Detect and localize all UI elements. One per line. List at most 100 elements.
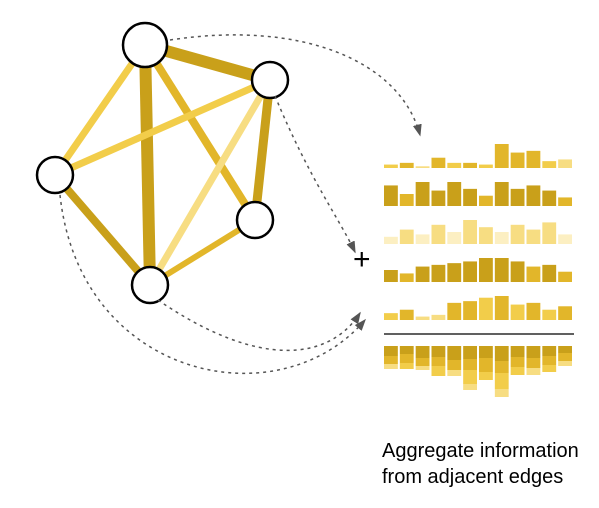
- histogram-bar: [416, 317, 430, 320]
- stacked-segment: [527, 368, 541, 375]
- graph-edge: [55, 175, 150, 285]
- histogram-bar: [558, 272, 572, 282]
- stacked-segment: [542, 365, 556, 372]
- histogram-bar: [542, 191, 556, 206]
- graph-node: [252, 62, 288, 98]
- histogram-bar: [558, 306, 572, 320]
- histogram-bar: [527, 151, 541, 168]
- histogram-bar: [463, 163, 477, 168]
- flow-arrow: [60, 195, 365, 373]
- histogram-bar: [527, 185, 541, 206]
- stacked-segment: [447, 370, 461, 376]
- histogram-bar: [495, 232, 509, 244]
- graph-node: [132, 267, 168, 303]
- stacked-segment: [384, 364, 398, 369]
- stacked-sum: [384, 346, 572, 397]
- stacked-segment: [495, 346, 509, 361]
- histogram-bar: [463, 261, 477, 282]
- stacked-segment: [511, 346, 525, 357]
- histogram-bar: [400, 194, 414, 206]
- caption-line-1: Aggregate information: [382, 440, 579, 462]
- histogram-bar: [495, 258, 509, 282]
- histogram-bar: [384, 165, 398, 168]
- histogram-bar: [542, 265, 556, 282]
- histogram-bar: [400, 163, 414, 168]
- flow-arrow: [275, 96, 355, 252]
- histogram-bar: [416, 166, 430, 168]
- histogram-bar: [447, 163, 461, 168]
- histogram-bar: [479, 258, 493, 282]
- histogram-bar: [495, 296, 509, 320]
- stacked-segment: [416, 366, 430, 370]
- stacked-segment: [463, 370, 477, 384]
- histogram-bar: [558, 159, 572, 168]
- stacked-segment: [495, 361, 509, 373]
- histogram-bar: [511, 261, 525, 282]
- graph-node: [237, 202, 273, 238]
- stacked-segment: [558, 361, 572, 366]
- histogram-bar: [400, 230, 414, 244]
- histogram-bar: [463, 301, 477, 320]
- histogram-bar: [511, 225, 525, 244]
- histogram-bar: [416, 267, 430, 282]
- histogram-bar: [463, 189, 477, 206]
- stacked-segment: [479, 346, 493, 358]
- histogram-bar: [542, 222, 556, 244]
- stacked-segment: [527, 358, 541, 368]
- histogram-bar: [479, 298, 493, 320]
- stacked-segment: [511, 357, 525, 367]
- histogram-bar: [447, 232, 461, 244]
- histogram-bar: [479, 196, 493, 206]
- histogram-bar: [527, 230, 541, 244]
- stacked-segment: [558, 346, 572, 353]
- caption-line-2: from adjacent edges: [382, 466, 563, 488]
- histogram-rows: [384, 144, 572, 320]
- stacked-segment: [416, 346, 430, 358]
- histogram-bar: [384, 313, 398, 320]
- stacked-segment: [400, 363, 414, 369]
- stacked-segment: [416, 358, 430, 366]
- histogram-bar: [384, 237, 398, 244]
- histogram-bar: [416, 234, 430, 244]
- diagram-svg: [0, 0, 599, 508]
- histogram-bar: [416, 182, 430, 206]
- stacked-segment: [400, 354, 414, 363]
- histogram-bar: [558, 197, 572, 206]
- histogram-bar: [527, 303, 541, 320]
- caption-text: Aggregate information from adjacent edge…: [382, 438, 579, 490]
- histogram-bar: [479, 165, 493, 168]
- plus-symbol: +: [353, 243, 371, 277]
- histogram-bar: [432, 191, 446, 206]
- histogram-bar: [463, 220, 477, 244]
- stacked-segment: [527, 346, 541, 358]
- histogram-bar: [447, 303, 461, 320]
- histogram-bar: [432, 265, 446, 282]
- histogram-bar: [542, 310, 556, 320]
- stacked-segment: [432, 366, 446, 376]
- stacked-segment: [463, 384, 477, 390]
- histogram-bar: [432, 315, 446, 320]
- histogram-bar: [384, 185, 398, 206]
- histogram-bar: [479, 227, 493, 244]
- histogram-bar: [558, 234, 572, 244]
- histogram-bar: [447, 263, 461, 282]
- stacked-segment: [447, 360, 461, 370]
- stacked-segment: [511, 367, 525, 375]
- graph-edges: [55, 45, 270, 285]
- graph-node: [123, 23, 167, 67]
- histogram-bar: [511, 153, 525, 168]
- stacked-segment: [542, 356, 556, 365]
- graph-edge: [150, 80, 270, 285]
- histogram-bar: [384, 270, 398, 282]
- histogram-bar: [542, 161, 556, 168]
- stacked-segment: [400, 346, 414, 354]
- graph-edge: [145, 45, 150, 285]
- histogram-bar: [432, 158, 446, 168]
- stacked-segment: [558, 353, 572, 361]
- histogram-bar: [527, 267, 541, 282]
- histogram-bar: [495, 144, 509, 168]
- stacked-segment: [384, 356, 398, 364]
- stacked-segment: [432, 346, 446, 357]
- histogram-bar: [447, 182, 461, 206]
- stacked-segment: [542, 346, 556, 356]
